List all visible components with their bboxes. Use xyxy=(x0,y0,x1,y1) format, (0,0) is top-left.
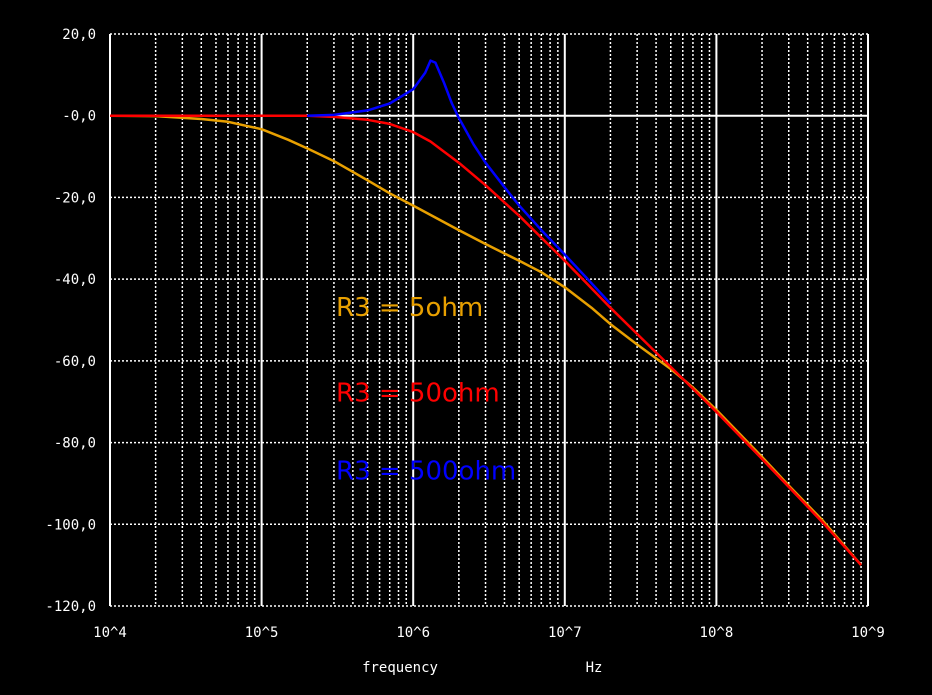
x-tick-label: 10^9 xyxy=(851,625,885,641)
y-tick-label: -80,0 xyxy=(54,436,96,452)
series-line xyxy=(110,114,863,566)
x-axis-unit: Hz xyxy=(586,660,603,676)
x-tick-label: 10^7 xyxy=(548,625,582,641)
x-tick-label: 10^8 xyxy=(700,625,734,641)
y-tick-label: -100,0 xyxy=(45,517,96,533)
x-axis-label: frequency xyxy=(362,660,438,676)
y-tick-label: 20,0 xyxy=(62,27,96,43)
series-line xyxy=(109,114,863,566)
series-labels: R3 = 5ohm R3 = 50ohm R3 = 500ohm xyxy=(336,293,516,486)
y-tick-label: -40,0 xyxy=(54,272,96,288)
series-line xyxy=(307,59,612,305)
x-tick-label: 10^4 xyxy=(93,625,127,641)
x-tick-label: 10^6 xyxy=(396,625,430,641)
y-tick-label: -20,0 xyxy=(54,190,96,206)
series-label: R3 = 500ohm xyxy=(336,456,516,486)
series-label: R3 = 5ohm xyxy=(336,293,483,323)
x-tick-label: 10^5 xyxy=(245,625,279,641)
y-tick-label: -60,0 xyxy=(54,354,96,370)
series-label: R3 = 50ohm xyxy=(336,379,500,409)
y-tick-label: -0,0 xyxy=(62,109,96,125)
tick-labels: 20,0 -0,0 -20,0 -40,0 -60,0 -80,0 -100,0 -120,0… xyxy=(45,27,884,641)
series-lines xyxy=(109,59,863,566)
y-tick-label: -120,0 xyxy=(45,599,96,615)
